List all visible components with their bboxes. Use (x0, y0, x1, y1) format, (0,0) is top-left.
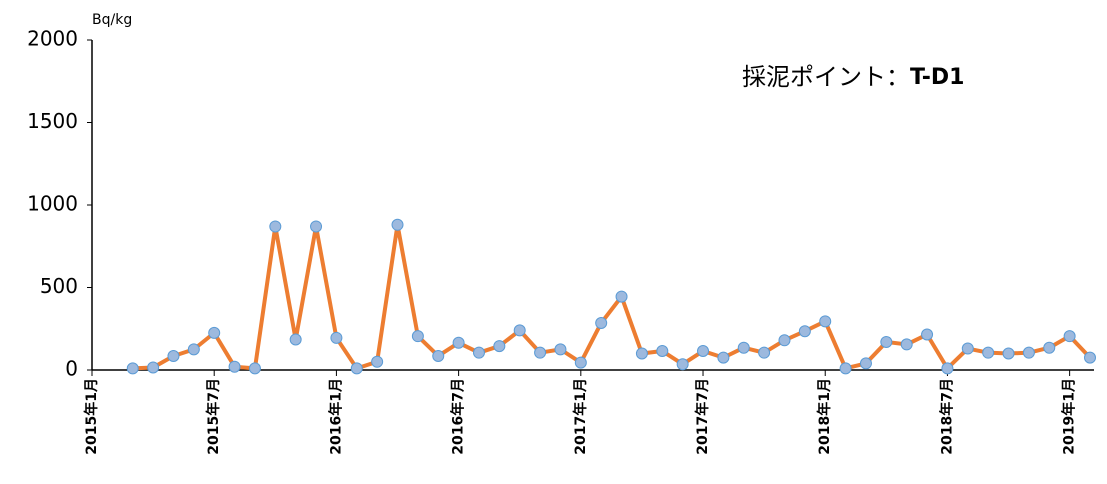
y-tick-label: 2000 (27, 27, 78, 51)
x-tick-label: 2018年1月 (816, 378, 833, 455)
data-point (941, 362, 954, 375)
data-point (472, 346, 485, 359)
data-point (1084, 351, 1096, 364)
data-point (493, 340, 506, 353)
x-tick-label: 2019年1月 (1061, 378, 1078, 455)
x-tick-label: 2017年7月 (694, 378, 711, 455)
y-tick-label: 500 (40, 274, 78, 298)
data-point (1022, 346, 1035, 359)
data-point (900, 338, 913, 351)
x-tick-label: 2015年1月 (83, 378, 100, 455)
data-point (228, 360, 241, 373)
data-point (961, 342, 974, 355)
y-tick-label: 1500 (27, 109, 78, 133)
y-axis-unit: Bq/kg (92, 12, 132, 28)
annotation-point: T-D1 (910, 65, 964, 90)
data-point (615, 290, 628, 303)
data-point (656, 345, 669, 358)
data-point (819, 315, 832, 328)
data-point (371, 355, 384, 368)
data-point (1002, 347, 1015, 360)
data-point (350, 362, 363, 375)
x-tick-label: 2017年1月 (572, 378, 589, 455)
data-point (798, 325, 811, 338)
data-point (330, 331, 343, 344)
data-point (921, 328, 934, 341)
data-point (167, 349, 180, 362)
data-point (676, 358, 689, 371)
x-tick-label: 2016年7月 (450, 378, 467, 455)
x-tick-label: 2018年7月 (938, 378, 955, 455)
data-point (635, 347, 648, 360)
data-point (839, 362, 852, 375)
data-point (126, 362, 139, 375)
y-tick-label: 1000 (27, 192, 78, 216)
data-point (1063, 330, 1076, 343)
data-point (534, 346, 547, 359)
data-point (147, 361, 160, 374)
series-line (132, 222, 1092, 371)
data-point (737, 341, 750, 354)
data-point (208, 326, 221, 339)
data-point (697, 345, 710, 358)
data-point (269, 220, 282, 233)
y-tick-label: 0 (65, 357, 78, 381)
data-point (982, 346, 995, 359)
data-point (574, 356, 587, 369)
data-point (859, 357, 872, 370)
data-point (758, 346, 771, 359)
data-point (880, 335, 893, 348)
annotation-label: 採泥ポイント： (742, 63, 910, 91)
x-tick-label: 2015年7月 (205, 378, 222, 455)
data-point (411, 330, 424, 343)
data-point (432, 349, 445, 362)
data-point (1043, 341, 1056, 354)
data-point (187, 343, 200, 356)
data-point (289, 333, 302, 346)
data-point (554, 343, 567, 356)
data-point (595, 316, 608, 329)
data-point (391, 218, 404, 231)
data-point (513, 324, 526, 337)
data-point (452, 336, 465, 349)
annotation: 採泥ポイント：T-D1 (742, 63, 964, 91)
data-point (717, 351, 730, 364)
data-point (310, 220, 323, 233)
x-tick-label: 2016年1月 (327, 378, 344, 455)
data-point (778, 334, 791, 347)
data-point (248, 362, 261, 375)
